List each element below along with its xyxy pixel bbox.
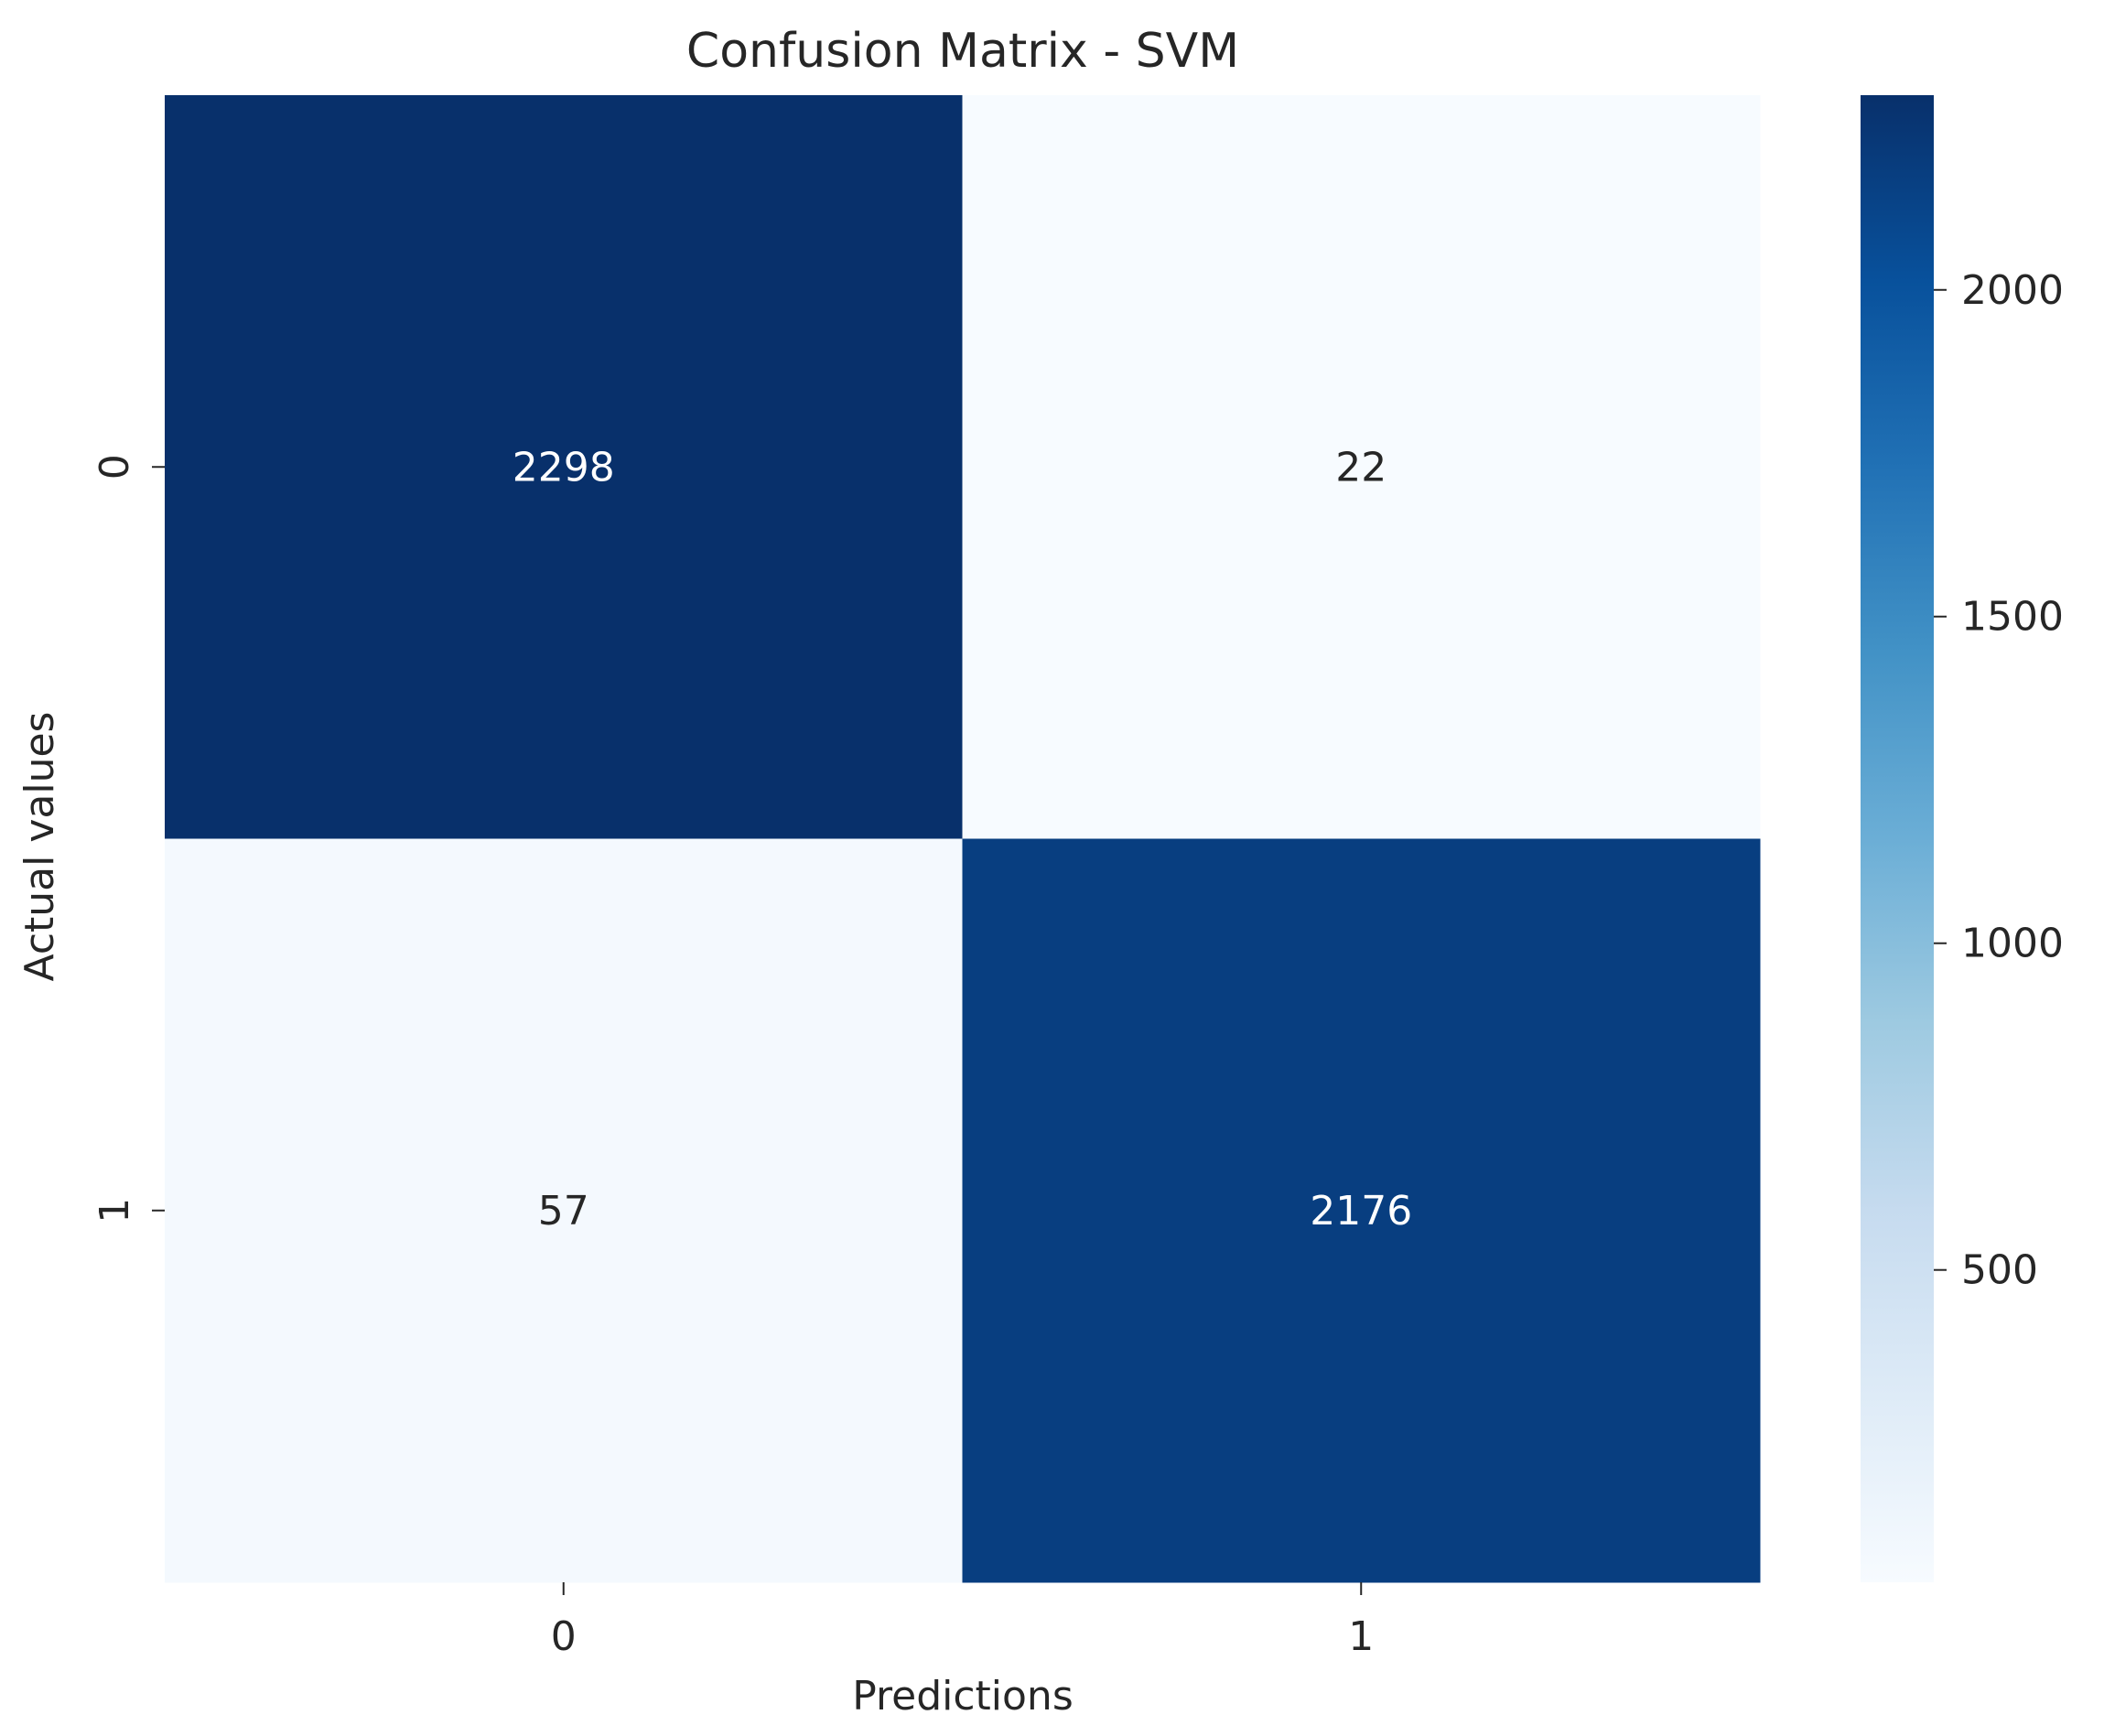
colorbar [1861, 95, 1934, 1582]
heatmap-cell [962, 95, 1761, 839]
heatmap-cell [165, 95, 963, 839]
y-axis-ticks: 01 [92, 454, 165, 1224]
cell-value-label: 57 [538, 1188, 589, 1235]
cell-value-label: 2298 [513, 444, 615, 491]
y-axis-label: Actual values [16, 712, 63, 982]
x-tick-label: 0 [551, 1613, 577, 1660]
x-tick-label: 1 [1348, 1613, 1374, 1660]
colorbar-tick-label: 1000 [1961, 921, 2064, 967]
colorbar-tick-label: 1500 [1961, 594, 2064, 641]
y-tick-label: 1 [92, 1198, 138, 1224]
chart-title: Confusion Matrix - SVM [686, 24, 1239, 79]
x-axis-label: Predictions [852, 1673, 1074, 1720]
heatmap-cell [165, 838, 963, 1583]
cell-value-label: 22 [1335, 444, 1386, 491]
colorbar-ticks: 500 1000 1500 2000 [1934, 267, 2064, 1294]
cell-annotations: 2298 22 57 2176 [513, 444, 1412, 1235]
y-tick-label: 0 [92, 454, 138, 480]
colorbar-tick-label: 500 [1961, 1247, 2038, 1294]
heatmap-cells [165, 95, 1761, 1583]
heatmap-cell [962, 838, 1761, 1583]
colorbar-tick-label: 2000 [1961, 267, 2064, 314]
cell-value-label: 2176 [1310, 1188, 1412, 1235]
